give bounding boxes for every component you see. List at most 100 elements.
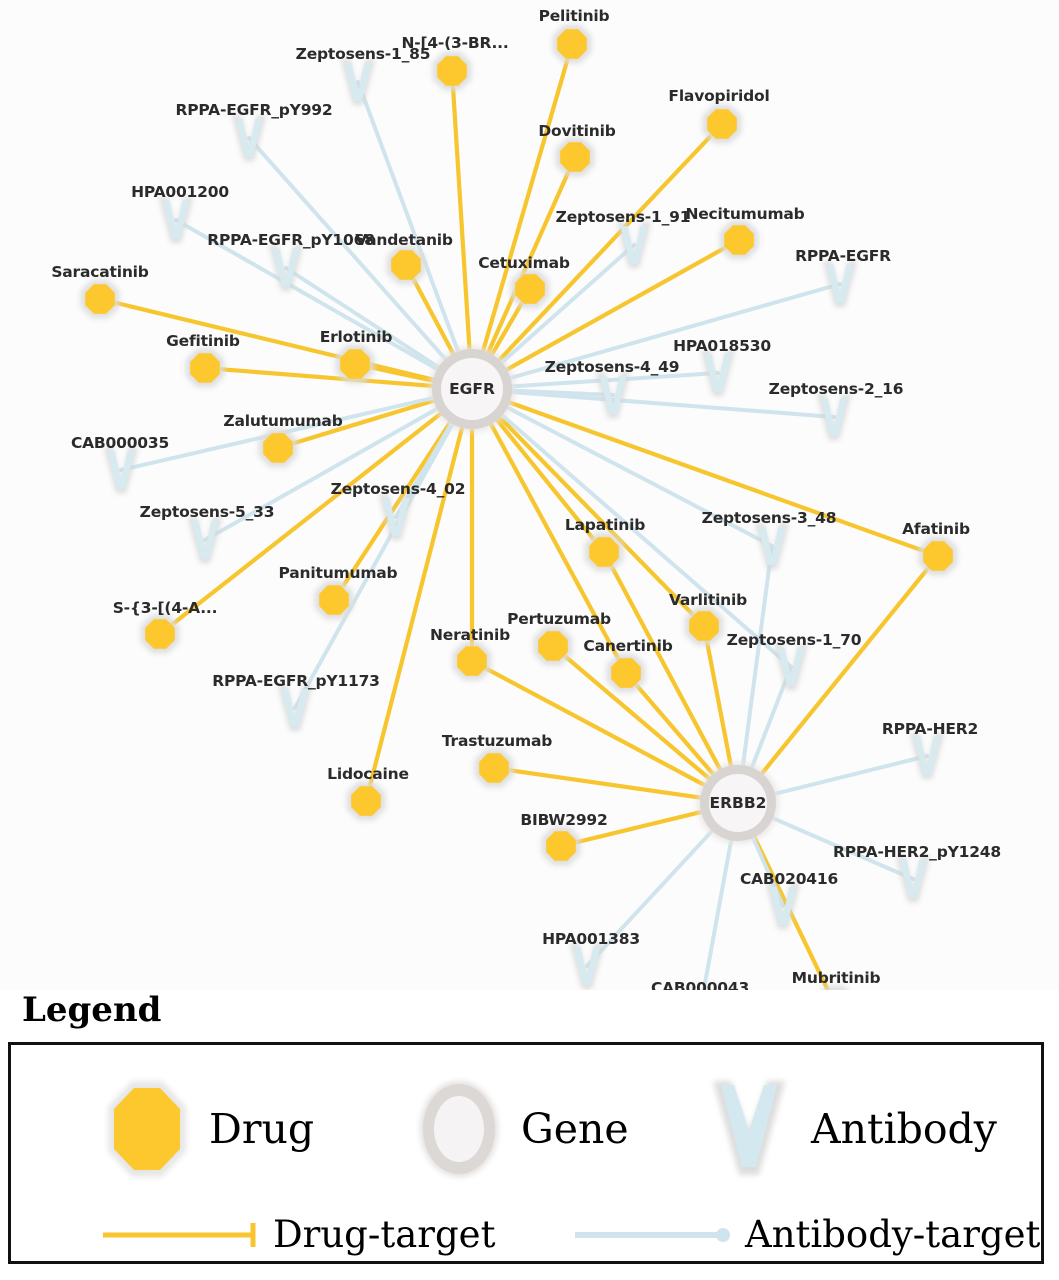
legend-label-antibody: Antibody <box>811 1105 997 1153</box>
drug-node[interactable] <box>185 348 225 388</box>
drug-node[interactable] <box>555 137 595 177</box>
gene-inner-disc <box>441 358 503 420</box>
drug-node[interactable] <box>386 245 426 285</box>
drug-node[interactable] <box>452 641 492 681</box>
legend-item-antibody-target: Antibody-target <box>571 1213 1040 1256</box>
drug-target-edge <box>479 41 575 357</box>
drug-node[interactable] <box>335 344 375 384</box>
drug-octagon-icon <box>560 142 590 172</box>
antibody-node[interactable] <box>159 197 193 243</box>
antibody-node[interactable] <box>896 856 930 902</box>
drug-node[interactable] <box>346 781 386 821</box>
legend-title: Legend <box>22 990 162 1030</box>
antibody-node[interactable] <box>278 685 312 731</box>
antibody-node[interactable] <box>232 115 266 161</box>
drug-node[interactable] <box>474 748 514 788</box>
edge-layer <box>97 41 941 1000</box>
gene-node[interactable] <box>429 346 515 432</box>
drug-octagon-icon <box>108 1081 186 1177</box>
antibody-node[interactable] <box>269 245 303 291</box>
drug-target-edge <box>494 121 725 365</box>
drug-octagon-icon <box>589 537 619 567</box>
antibody-target-edge <box>505 389 836 419</box>
antibody-node[interactable] <box>910 733 944 779</box>
drug-target-edge <box>601 549 725 776</box>
antibody-node[interactable] <box>570 943 604 989</box>
drug-node[interactable] <box>140 614 180 654</box>
drug-node[interactable] <box>552 24 592 64</box>
drug-octagon-icon <box>923 541 953 571</box>
drug-octagon-icon <box>515 274 545 304</box>
antibody-target-edge <box>174 218 443 374</box>
antibody-vee-icon <box>272 249 300 287</box>
network-svg <box>80 24 958 1000</box>
drug-node[interactable] <box>80 279 120 319</box>
antibody-node[interactable] <box>379 494 413 540</box>
antibody-node[interactable] <box>617 222 651 268</box>
antibody-vee-icon <box>826 265 854 303</box>
drug-target-edge <box>491 765 707 801</box>
drug-node[interactable] <box>606 653 646 693</box>
antibody-node[interactable] <box>701 350 735 396</box>
gene-node[interactable] <box>697 762 779 844</box>
drug-target-edge <box>701 623 734 772</box>
drug-target-edge <box>487 418 629 676</box>
drug-target-edge <box>757 553 941 779</box>
antibody-target-edge <box>501 403 774 548</box>
antibody-node[interactable] <box>774 644 808 690</box>
antibody-vee-icon <box>382 498 410 536</box>
antibody-target-edge <box>768 754 929 797</box>
drug-node[interactable] <box>432 51 472 91</box>
antibody-vee-icon <box>620 226 648 264</box>
drug-node[interactable] <box>541 826 581 866</box>
drug-target-edge <box>275 397 440 451</box>
drug-node[interactable] <box>533 626 573 666</box>
antibody-node[interactable] <box>755 523 789 569</box>
antibody-node[interactable] <box>596 372 630 418</box>
antibody-node[interactable] <box>341 59 375 105</box>
drug-target-edge <box>501 237 742 374</box>
drug-octagon-icon <box>85 284 115 314</box>
antibody-target-edge <box>284 266 444 372</box>
drug-node[interactable] <box>684 606 724 646</box>
drug-target-edge <box>157 409 446 637</box>
legend-label-gene: Gene <box>521 1105 629 1153</box>
drug-target-edge-icon <box>103 1222 256 1247</box>
node-layer <box>80 24 958 1000</box>
antibody-node[interactable] <box>104 447 138 493</box>
drug-node[interactable] <box>918 536 958 576</box>
drug-node[interactable] <box>719 220 759 260</box>
drug-node[interactable] <box>702 104 742 144</box>
drug-octagon-icon <box>689 611 719 641</box>
drug-target-edge <box>363 421 466 804</box>
antibody-vee-icon <box>599 376 627 414</box>
antibody-vee-icon <box>758 527 786 565</box>
network-graph-canvas: Zeptosens-1_85 RPPA-EGFR_pY992 HPA001200 RP… <box>51 7 1002 1000</box>
drug-node[interactable] <box>510 269 550 309</box>
antibody-vee-icon <box>769 887 797 925</box>
legend-label-drug: Drug <box>209 1105 315 1153</box>
legend-item-gene: Gene <box>411 1075 629 1183</box>
drug-node[interactable] <box>314 580 354 620</box>
drug-octagon-icon <box>546 831 576 861</box>
antibody-node[interactable] <box>766 883 800 929</box>
antibody-target-edge <box>740 544 774 772</box>
antibody-target-edge <box>496 243 636 368</box>
antibody-node[interactable] <box>188 517 222 563</box>
antibody-target-edge <box>699 834 734 1000</box>
drug-octagon-icon <box>557 29 587 59</box>
antibody-vee-icon <box>107 451 135 489</box>
antibody-target-edge <box>505 371 720 389</box>
antibody-vee-icon <box>777 648 805 686</box>
drug-node[interactable] <box>584 532 624 572</box>
antibody-node[interactable] <box>817 394 851 440</box>
antibody-vee-icon <box>899 860 927 898</box>
drug-octagon-icon <box>351 786 381 816</box>
drug-node[interactable] <box>258 428 298 468</box>
drug-octagon-icon <box>437 56 467 86</box>
antibody-vee-icon <box>713 1081 785 1175</box>
antibody-target-edge <box>203 404 443 542</box>
antibody-node[interactable] <box>823 261 857 307</box>
legend-box: Drug Gene Antibody Drug-target <box>8 1042 1044 1264</box>
drug-target-edge <box>558 808 708 849</box>
